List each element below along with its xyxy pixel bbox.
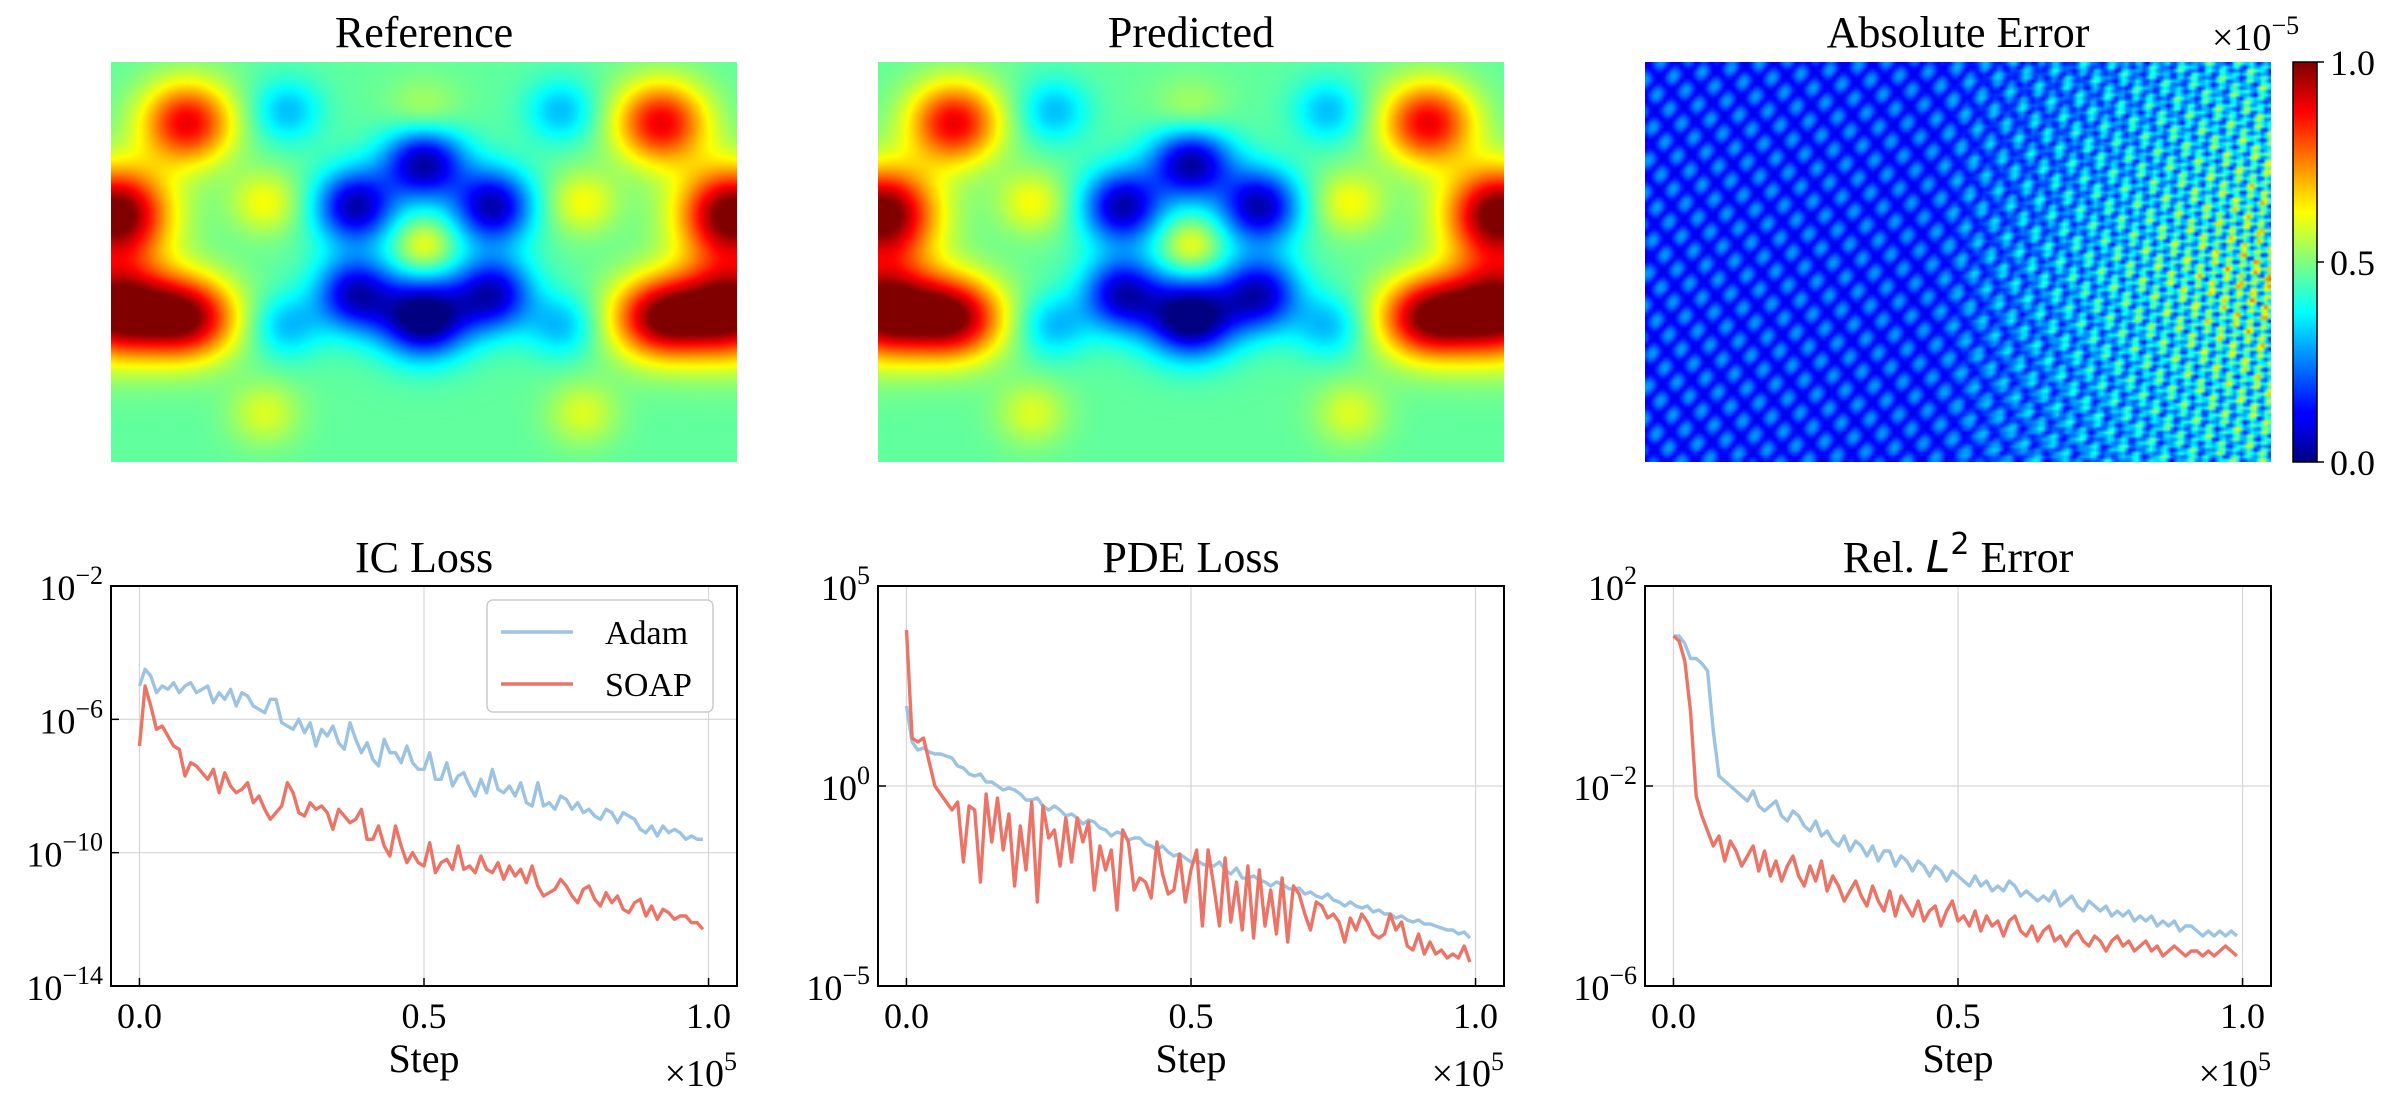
x-tick-label: 0.0 [1651, 996, 1696, 1036]
x-axis-multiplier: ×105 [1432, 1047, 1504, 1095]
x-tick-label: 1.0 [1453, 996, 1498, 1036]
y-tick-label: 10−10 [26, 828, 103, 875]
y-tick-base: 10 [26, 968, 62, 1008]
y-tick-label: 100 [821, 761, 870, 808]
y-tick-exp: 5 [857, 561, 870, 590]
x-tick-label: 0.0 [884, 996, 929, 1036]
series-line-adam [137, 667, 703, 841]
chart-title-text: IC Loss [355, 533, 493, 582]
heatmap-reference-image [111, 62, 737, 462]
series-line-soap [1672, 634, 2239, 958]
series-line-soap [137, 684, 705, 931]
heatmap-error-image [1645, 62, 2271, 462]
legend-label-adam: Adam [605, 615, 688, 652]
y-tick-label: 10−5 [806, 961, 870, 1008]
legend-label-soap: SOAP [605, 667, 692, 704]
heatmap-predicted-panel: Predicted [878, 8, 1504, 462]
heatmap-predicted-image [878, 62, 1504, 462]
y-tick-label: 10−14 [26, 961, 103, 1008]
y-tick-exp: 0 [857, 761, 870, 790]
colorbar-tick-label: 1.0 [2330, 43, 2375, 83]
y-tick-base: 10 [821, 568, 857, 608]
heatmap-reference-title: Reference [335, 8, 513, 57]
colorbar: ×10−5 1.0 0.5 0.0 [2212, 11, 2375, 483]
colorbar-ticks: 1.0 0.5 0.0 [2317, 43, 2375, 483]
y-tick-label: 10−2 [1573, 761, 1637, 808]
colorbar-tick-label: 0.5 [2330, 243, 2375, 283]
x-tick-label: 1.0 [2220, 996, 2265, 1036]
y-tick-base: 10 [1573, 968, 1609, 1008]
colorbar-multiplier-exp: −5 [2271, 11, 2299, 40]
x-multiplier-base: ×10 [2199, 1053, 2258, 1095]
y-tick-base: 10 [39, 568, 75, 608]
y-tick-label: 105 [821, 561, 870, 608]
y-tick-base: 10 [806, 968, 842, 1008]
x-axis-label: Step [388, 1036, 459, 1081]
chart-title: Rel. L2 Error [1843, 527, 2074, 583]
y-tick-exp: −6 [75, 694, 103, 723]
y-tick-label: 10−2 [39, 561, 103, 608]
chart-title-suffix: Error [1969, 533, 2073, 582]
legend: Adam SOAP [486, 599, 714, 713]
x-axis-multiplier: ×105 [2199, 1047, 2271, 1095]
x-tick-label: 0.5 [1169, 996, 1214, 1036]
x-axis-label: Step [1922, 1036, 1993, 1081]
series-line-adam [904, 705, 1472, 940]
heatmap-error-title: Absolute Error [1827, 8, 2090, 57]
chart-title: PDE Loss [1102, 533, 1279, 582]
y-tick-exp: −5 [842, 961, 870, 990]
chart-title-sup: 2 [1950, 527, 1969, 562]
heatmap-reference-panel: Reference [111, 8, 737, 462]
x-multiplier-exp: 5 [724, 1047, 737, 1076]
heatmap-predicted-title: Predicted [1108, 8, 1274, 57]
x-multiplier-exp: 5 [2258, 1047, 2271, 1076]
y-tick-exp: −2 [75, 561, 103, 590]
y-tick-label: 10−6 [1573, 961, 1637, 1008]
x-tick-label: 0.5 [402, 996, 447, 1036]
x-axis-label: Step [1155, 1036, 1226, 1081]
y-tick-exp: −2 [1609, 761, 1637, 790]
series-line-soap [904, 629, 1472, 963]
y-tick-exp: 2 [1624, 561, 1637, 590]
x-multiplier-exp: 5 [1491, 1047, 1504, 1076]
chart-title-text: PDE Loss [1102, 533, 1279, 582]
chart-title: IC Loss [355, 533, 493, 582]
chart-title-italic: L [1926, 532, 1951, 583]
chart-title-text: Rel. [1843, 533, 1926, 582]
y-tick-exp: −6 [1609, 961, 1637, 990]
x-tick-label: 0.5 [1936, 996, 1981, 1036]
y-tick-base: 10 [1573, 768, 1609, 808]
colorbar-multiplier: ×10−5 [2212, 11, 2299, 59]
y-tick-base: 10 [1588, 568, 1624, 608]
y-tick-exp: −14 [62, 961, 103, 990]
y-tick-base: 10 [39, 701, 75, 741]
colorbar-multiplier-base: ×10 [2212, 17, 2271, 59]
x-multiplier-base: ×10 [665, 1053, 724, 1095]
colorbar-gradient [2292, 61, 2318, 463]
x-multiplier-base: ×10 [1432, 1053, 1491, 1095]
x-tick-label: 1.0 [686, 996, 731, 1036]
x-tick-label: 0.0 [117, 996, 162, 1036]
heatmap-error-panel: Absolute Error [1645, 8, 2271, 462]
y-tick-base: 10 [26, 835, 62, 875]
colorbar-tick-label: 0.0 [2330, 443, 2375, 483]
y-tick-label: 102 [1588, 561, 1637, 608]
y-tick-exp: −10 [62, 828, 103, 857]
series-line-adam [1673, 634, 2239, 938]
x-axis-multiplier: ×105 [665, 1047, 737, 1095]
y-tick-label: 10−6 [39, 694, 103, 741]
y-tick-base: 10 [821, 768, 857, 808]
